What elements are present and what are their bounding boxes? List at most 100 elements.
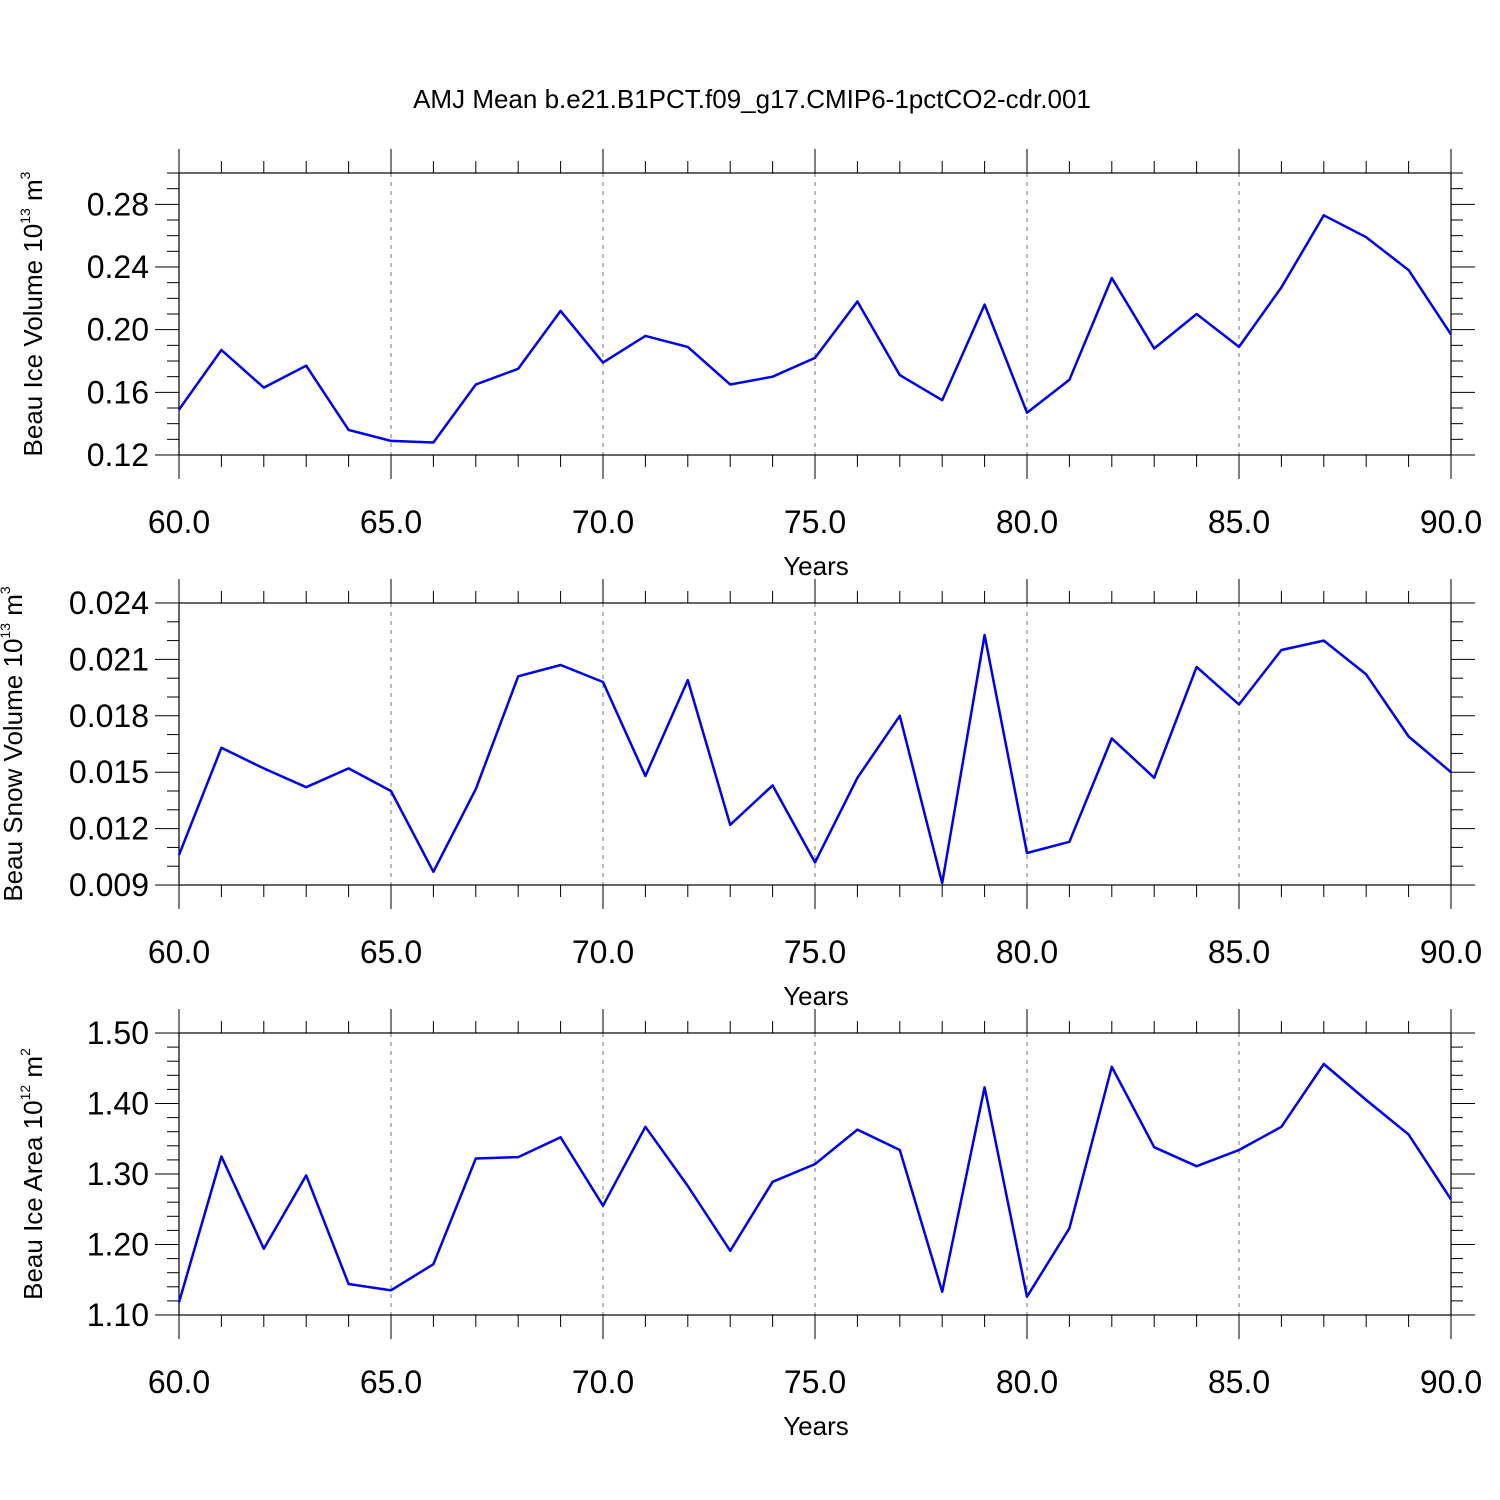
x-tick-label: 80.0 [996,1364,1058,1400]
data-point [219,746,223,750]
data-point [262,1247,266,1251]
data-point [813,860,817,864]
data-point [1279,648,1283,652]
x-tick-label: 60.0 [148,1364,210,1400]
panel-2: 60.0 65.0 70.0 75.0 80.0 85.0 90.0 0.009 0.012 0.… [0,579,1482,1011]
series-line [177,214,1453,444]
data-point [728,382,732,386]
data-point [1237,702,1241,706]
data-point [474,1156,478,1160]
data-point [219,348,223,352]
y-axis-label-unit: m [18,1056,48,1085]
data-point [770,374,774,378]
x-tick-label: 75.0 [784,934,846,970]
x-tick-label: 85.0 [1208,1364,1270,1400]
data-point [1194,665,1198,669]
y-axis-label-exponent: 13 [17,208,33,224]
data-point [262,385,266,389]
data-point [686,678,690,682]
x-tick-label: 65.0 [360,1364,422,1400]
data-point [601,360,605,364]
x-tick-label: 70.0 [572,1364,634,1400]
data-point [982,302,986,306]
data-point [431,1262,435,1266]
y-tick-label: 1.50 [87,1015,149,1051]
y-tick-label: 0.015 [69,754,149,790]
x-tick-label: 65.0 [360,934,422,970]
y-tick-label: 0.009 [69,867,149,903]
data-point [1067,1226,1071,1230]
data-point [558,309,562,313]
data-point [643,774,647,778]
data-point [1322,1062,1326,1066]
data-point [177,853,181,857]
data-point [304,1173,308,1177]
x-axis-label: Years [783,1411,849,1441]
y-axis-label: Beau Ice Area 1012 m2 [17,1048,48,1300]
y-axis-label-exponent: 13 [0,623,13,639]
x-tick-label: 90.0 [1420,504,1482,540]
x-tick-label: 65.0 [360,504,422,540]
plot-frame [178,1032,1452,1316]
data-point [304,785,308,789]
x-tick-label: 80.0 [996,934,1058,970]
data-point [1067,840,1071,844]
x-tick-label: 85.0 [1208,934,1270,970]
data-point [770,1180,774,1184]
data-point [431,440,435,444]
data-point [1237,345,1241,349]
data-point [1237,1148,1241,1152]
data-point [1449,1197,1453,1201]
data-point [346,766,350,770]
data-point [1110,1065,1114,1069]
data-point [177,407,181,411]
y-tick-label: 0.20 [87,312,149,348]
data-point [770,783,774,787]
data-point [1406,734,1410,738]
x-tick-label: 70.0 [572,504,634,540]
x-tick-label: 90.0 [1420,934,1482,970]
data-point [262,766,266,770]
data-point [1449,332,1453,336]
data-point [813,356,817,360]
data-point [1322,213,1326,217]
data-point [1364,672,1368,676]
data-point [1110,736,1114,740]
data-point [304,364,308,368]
panel-3: 60.0 65.0 70.0 75.0 80.0 85.0 90.0 1.10 1.20 1.30… [17,1009,1482,1441]
y-tick-label: 1.30 [87,1156,149,1192]
data-point [1152,1145,1156,1149]
data-point [219,1154,223,1158]
x-tick-label: 60.0 [148,504,210,540]
data-point [813,1162,817,1166]
data-point [474,382,478,386]
panel-1: 60.0 65.0 70.0 75.0 80.0 85.0 90.0 0.12 0.16 0.20… [17,149,1482,581]
data-point [982,1085,986,1089]
y-tick-label: 0.24 [87,249,149,285]
x-tick-label: 75.0 [784,504,846,540]
y-tick-label: 1.10 [87,1297,149,1333]
y-axis-label-exponent: 12 [17,1085,33,1101]
x-tick-label: 90.0 [1420,1364,1482,1400]
data-point [898,714,902,718]
plot-frame [178,602,1452,886]
data-point [558,1135,562,1139]
data-point [855,299,859,303]
data-point [898,1148,902,1152]
y-axis-label: Beau Ice Volume 1013 m3 [17,171,48,456]
y-axis-label-unit-exponent: 3 [17,171,33,179]
figure-title: AMJ Mean b.e21.B1PCT.f09_g17.CMIP6-1pctC… [413,84,1091,114]
data-point [898,373,902,377]
y-axis-label-unit-exponent: 2 [17,1048,33,1056]
data-point [1194,312,1198,316]
y-tick-label: 0.16 [87,374,149,410]
data-point [558,663,562,667]
x-axis-label: Years [783,981,849,1011]
y-axis-label-main: Beau Ice Area 10 [18,1100,48,1299]
data-point [1364,1098,1368,1102]
data-point [601,680,605,684]
data-point [686,345,690,349]
panels: 60.0 65.0 70.0 75.0 80.0 85.0 90.0 0.12 0.16 0.20… [0,149,1482,1441]
data-point [601,1204,605,1208]
y-tick-label: 0.28 [87,186,149,222]
